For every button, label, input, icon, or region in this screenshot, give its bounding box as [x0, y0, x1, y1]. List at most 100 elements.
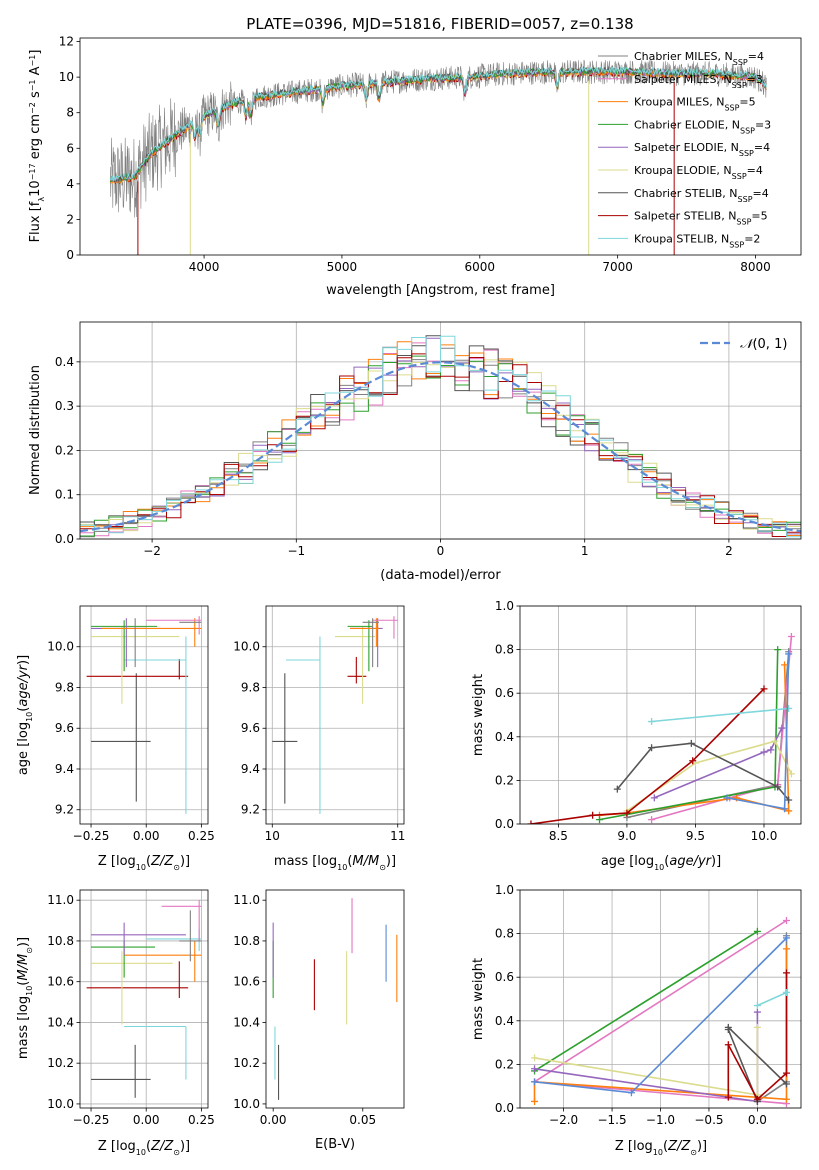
y-tick-label: 11.0: [47, 893, 74, 907]
plot-area: [86, 900, 202, 1098]
x-tick-label: 7000: [602, 260, 633, 274]
y-tick-label: 10.6: [233, 975, 260, 989]
x-tick-label: −2: [143, 544, 161, 558]
weight-point-marker: [527, 820, 535, 824]
histogram-step-line: [80, 335, 801, 533]
weight-series-line: [599, 649, 779, 821]
weight-point-marker: [782, 945, 790, 953]
weight-series-line: [599, 664, 790, 817]
y-tick-label: 10: [59, 70, 74, 84]
weight-point-marker: [531, 1078, 539, 1086]
weight-point-marker: [782, 1069, 790, 1077]
x-tick-label: 8.5: [549, 829, 568, 843]
plot-area: [80, 335, 801, 538]
y-tick-label: 10.0: [233, 640, 260, 654]
y-tick-label: 10.2: [233, 1056, 260, 1070]
residual-histogram-panel: −2 −1 0 1 2 0.0 0.1 0.2 0.3 0.4 (data-model)/error…: [28, 321, 802, 583]
x-tick-label: 0.05: [349, 1113, 376, 1127]
weight-series-line: [626, 651, 790, 819]
axes-frame: [79, 889, 209, 1109]
y-tick-label: 0.2: [495, 1057, 514, 1071]
weight-point-marker: [785, 807, 793, 815]
x-tick-label: 0.00: [133, 1113, 160, 1127]
weight-point-marker: [613, 785, 621, 793]
weight-series-line: [534, 930, 758, 1072]
y-tick-label: 10.0: [47, 1097, 74, 1111]
y-tick-label: 10.0: [47, 640, 74, 654]
weight-point-marker: [650, 794, 658, 802]
extinction-mass-panel: 0.00 0.05 10.0 10.2 10.4 10.6 10.8 11.0 E(B-V): [233, 889, 405, 1152]
weight-point-marker: [687, 739, 695, 747]
weight-point-marker: [531, 1065, 539, 1073]
plot-area: [272, 898, 398, 1100]
x-axis-label: Z [log10(Z/Z⊙)]: [98, 1139, 190, 1157]
weight-point-marker: [771, 737, 779, 745]
y-tick-label: 0.8: [495, 927, 514, 941]
model-spectrum-line: [109, 66, 767, 182]
y-tick-label: 0.0: [495, 817, 514, 831]
weight-series-line: [651, 636, 793, 821]
y-tick-label: 0.1: [55, 488, 74, 502]
weight-point-marker: [787, 633, 795, 641]
plot-area: [272, 616, 398, 814]
y-tick-label: 9.4: [55, 762, 74, 776]
weight-series-line: [534, 1012, 759, 1103]
x-tick-label: 6000: [465, 260, 496, 274]
x-tick-label: −1: [287, 544, 305, 558]
x-tick-label: 2: [725, 544, 733, 558]
x-tick-label: 0.00: [260, 1113, 287, 1127]
weight-point-marker: [781, 661, 789, 669]
x-tick-label: 1: [581, 544, 589, 558]
y-tick-label: 9.8: [55, 680, 74, 694]
axes-frame: [79, 37, 802, 256]
age-weight-panel: 8.5 9.0 9.5 10.0 0.0 0.2 0.4 0.6 0.8 1.0 mass weig…: [471, 599, 802, 872]
x-tick-label: 0: [437, 544, 445, 558]
y-tick-label: 9.6: [241, 721, 260, 735]
x-tick-label: 4000: [189, 260, 220, 274]
weight-series-line: [651, 707, 789, 723]
weight-point-marker: [531, 1097, 539, 1105]
x-tick-label: 8000: [740, 260, 771, 274]
x-tick-label: −1.5: [597, 1113, 626, 1127]
weight-point-marker: [724, 1093, 732, 1101]
x-tick-label: 0.0: [748, 1113, 767, 1127]
y-tick-label: 6: [66, 141, 74, 155]
weight-point-marker: [781, 805, 789, 813]
plot-area: [527, 633, 795, 824]
legend-entry: Chabrier STELIB, NSSP=4: [634, 187, 769, 204]
y-axis-label: age [log10(age/yr)]: [16, 655, 34, 775]
weight-point-marker: [753, 1008, 761, 1016]
axes-frame: [79, 605, 209, 825]
y-tick-label: 2: [66, 212, 74, 226]
weight-point-marker: [589, 811, 597, 819]
x-tick-label: −0.25: [73, 829, 110, 843]
x-axis-label: mass [log10(M/M⊙)]: [274, 854, 396, 872]
weight-point-marker: [531, 1054, 539, 1062]
weight-point-marker: [627, 1089, 635, 1097]
x-tick-label: −1.0: [646, 1113, 675, 1127]
weight-point-marker: [774, 646, 782, 654]
weight-point-marker: [785, 704, 793, 712]
y-axis-label: mass weight: [471, 958, 486, 1040]
weight-point-marker: [785, 796, 793, 804]
weight-point-marker: [753, 1095, 761, 1103]
plot-area: [531, 917, 790, 1108]
spectrum-panel: 4000 5000 6000 7000 8000 0 2 4 6 8 10 12 wavelength …: [28, 35, 802, 298]
weight-series-line: [530, 688, 765, 824]
legend-entry: Kroupa ELODIE, NSSP=4: [634, 164, 763, 181]
x-tick-label: 10: [265, 829, 280, 843]
weight-point-marker: [760, 748, 768, 756]
y-tick-label: 11.0: [233, 893, 260, 907]
weight-point-marker: [774, 783, 782, 791]
plot-area: [109, 59, 767, 255]
weight-point-marker: [782, 1095, 790, 1103]
y-tick-label: 8: [66, 106, 74, 120]
x-axis-label: wavelength [Angstrom, rest frame]: [326, 283, 555, 298]
y-tick-label: 1.0: [495, 883, 514, 897]
y-tick-label: 0.0: [495, 1101, 514, 1115]
x-tick-label: 0.25: [188, 829, 215, 843]
legend-entry: Kroupa MILES, NSSP=5: [634, 96, 756, 113]
weight-point-marker: [782, 917, 790, 925]
x-axis-label: age [log10(age/yr)]: [601, 854, 721, 872]
